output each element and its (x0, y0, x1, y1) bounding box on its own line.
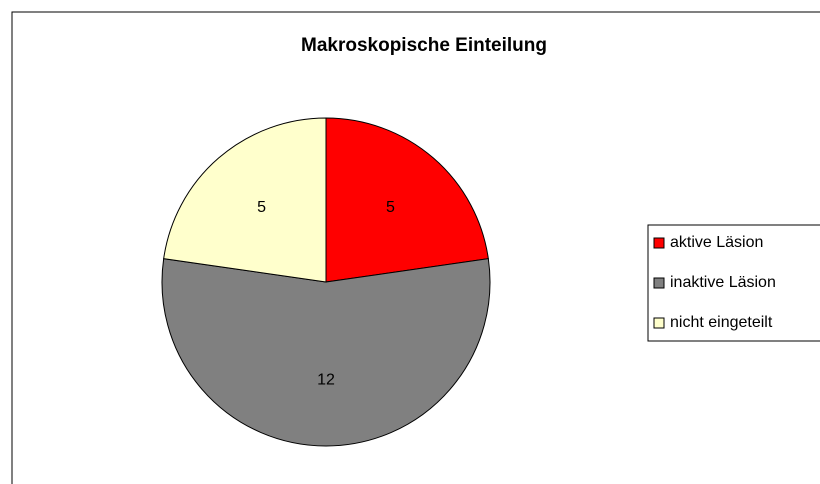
legend-label: inaktive Läsion (670, 274, 776, 291)
data-label: 12 (317, 372, 335, 389)
pie-slice (163, 117, 327, 283)
legend-label: nicht eingeteilt (670, 314, 773, 331)
legend-swatch (653, 237, 665, 249)
legend-swatch (653, 317, 665, 329)
legend-label: aktive Läsion (670, 234, 763, 251)
data-label: 5 (386, 199, 395, 216)
legend-box (647, 224, 820, 342)
data-label: 5 (257, 199, 266, 216)
pie-slice (161, 258, 491, 447)
pie-slice (325, 117, 489, 283)
legend-swatch (653, 277, 665, 289)
chart-title: Makroskopische Einteilung (301, 35, 547, 56)
